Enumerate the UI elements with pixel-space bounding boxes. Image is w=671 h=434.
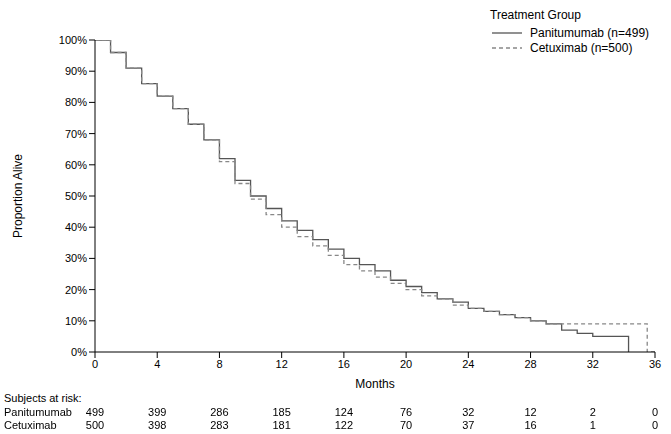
- html-text:70: 70: [400, 419, 413, 431]
- svg-text:16: 16: [338, 358, 350, 370]
- svg-text:60%: 60%: [65, 159, 87, 171]
- html-text:16: 16: [524, 419, 537, 431]
- svg-text:10%: 10%: [65, 315, 87, 327]
- html-text:Panitumumab (n=499): Panitumumab (n=499): [530, 25, 650, 40]
- svg-text:4: 4: [154, 358, 160, 370]
- svg-text:24: 24: [462, 358, 474, 370]
- html-text:500: 500: [85, 419, 105, 431]
- svg-text:50%: 50%: [65, 190, 87, 202]
- html-text:Cetuximab: Cetuximab: [4, 419, 57, 431]
- svg-text:30%: 30%: [65, 252, 87, 264]
- html-text:Treatment Group: Treatment Group: [490, 8, 581, 22]
- svg-text:20: 20: [400, 358, 412, 370]
- svg-text:Months: Months: [355, 377, 394, 391]
- svg-text:90%: 90%: [65, 65, 87, 77]
- svg-text:12: 12: [276, 358, 288, 370]
- svg-text:Proportion Alive: Proportion Alive: [11, 154, 25, 238]
- svg-text:28: 28: [524, 358, 536, 370]
- html-text:Cetuximab (n=500): Cetuximab (n=500): [530, 40, 633, 55]
- svg-text:36: 36: [649, 358, 661, 370]
- html-text:398: 398: [148, 419, 167, 431]
- html-text:0: 0: [651, 406, 659, 418]
- html-text:185: 185: [272, 406, 291, 418]
- html-text:Subjects at risk:: Subjects at risk:: [4, 392, 82, 404]
- html-text:122: 122: [334, 419, 353, 431]
- html-text:499: 499: [85, 406, 105, 418]
- html-text:76: 76: [400, 406, 413, 418]
- html-text:0: 0: [651, 419, 659, 431]
- html-text:181: 181: [272, 419, 291, 431]
- svg-text:80%: 80%: [65, 96, 87, 108]
- html-text:37: 37: [462, 419, 475, 431]
- html-text:Panitumumab: Panitumumab: [4, 406, 72, 418]
- svg-text:70%: 70%: [65, 128, 87, 140]
- html-text:286: 286: [210, 406, 229, 418]
- svg-text:100%: 100%: [59, 34, 87, 46]
- svg-text:8: 8: [216, 358, 222, 370]
- svg-text:0%: 0%: [71, 346, 87, 358]
- html-text:399: 399: [148, 406, 167, 418]
- svg-text:32: 32: [587, 358, 599, 370]
- svg-text:20%: 20%: [65, 284, 87, 296]
- html-text:1: 1: [589, 419, 596, 431]
- html-text:12: 12: [524, 406, 537, 418]
- html-text:32: 32: [462, 406, 475, 418]
- svg-text:0: 0: [92, 358, 98, 370]
- html-text:2: 2: [589, 406, 596, 418]
- html-text:283: 283: [210, 419, 229, 431]
- svg-text:40%: 40%: [65, 221, 87, 233]
- html-text:124: 124: [334, 406, 353, 418]
